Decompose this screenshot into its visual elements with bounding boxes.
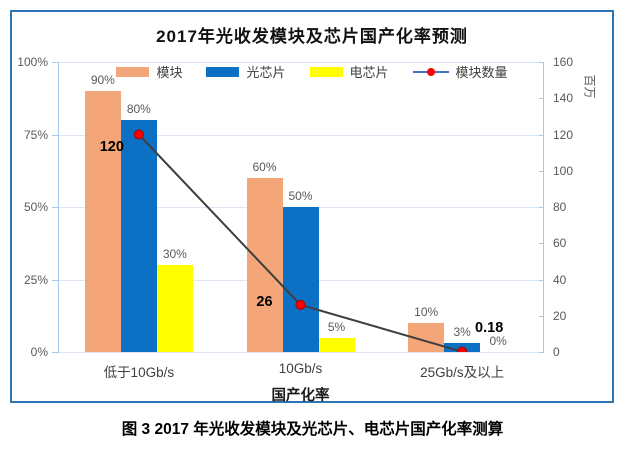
left-axis-tick-label: 0% <box>30 345 48 359</box>
bar-电芯片-10Gb/s <box>318 337 355 352</box>
left-axis-tick-label: 100% <box>17 55 48 69</box>
legend-item-module-count: 模块数量 <box>412 62 508 81</box>
right-axis-unit-label: 百万 <box>582 74 597 99</box>
bar-电芯片-低于10Gb/s <box>156 265 193 352</box>
bar-模块-25Gb/s及以上 <box>408 323 445 352</box>
left-axis-tick <box>52 352 58 353</box>
chart-title: 2017年光收发模块及芯片国产化率预测 <box>156 27 468 46</box>
legend-item-optical-chip: 光芯片 <box>206 62 286 81</box>
bar-value-label: 0% <box>489 334 507 348</box>
left-axis-tick-label: 50% <box>23 200 48 214</box>
legend-label-optical-chip: 光芯片 <box>246 65 286 80</box>
right-axis-tick-label: 0 <box>553 345 560 359</box>
gridline <box>58 352 543 353</box>
bar-光芯片-25Gb/s及以上 <box>444 343 481 352</box>
right-axis-tick-label: 100 <box>553 163 574 178</box>
figure-caption: 图 3 2017 年光收发模块及光芯片、电芯片国产化率测算 <box>121 421 504 438</box>
right-axis-tick <box>539 207 543 208</box>
legend-item-module: 模块 <box>116 62 182 81</box>
optical-chip-swatch <box>206 66 240 77</box>
right-axis-tick-label: 40 <box>553 272 567 287</box>
left-axis-tick <box>52 134 58 136</box>
right-axis-line <box>543 62 544 353</box>
module-count-value-label: 26 <box>256 293 273 310</box>
bar-value-label: 50% <box>288 189 313 203</box>
x-category-label: 低于10Gb/s <box>103 365 175 380</box>
line-marker-icon <box>412 67 449 77</box>
bar-模块-低于10Gb/s <box>84 91 121 352</box>
bar-value-label: 80% <box>126 102 151 116</box>
bar-光芯片-低于10Gb/s <box>120 120 157 352</box>
right-axis-tick-label: 80 <box>553 200 567 214</box>
right-axis-tick <box>539 352 543 353</box>
bar-value-label: 5% <box>327 319 346 334</box>
left-axis-tick <box>52 62 58 63</box>
chart-legend: 模块 光芯片 电芯片 模块数量 <box>12 62 612 81</box>
x-axis-title: 国产化率 <box>271 388 330 404</box>
left-axis-tick-label: 75% <box>23 127 48 142</box>
bar-value-label: 60% <box>252 160 277 174</box>
right-axis-tick <box>539 315 543 317</box>
left-axis-tick-label: 25% <box>23 272 48 287</box>
bar-模块-10Gb/s <box>246 178 283 352</box>
bar-value-label: 90% <box>90 73 115 87</box>
bar-value-label: 10% <box>414 305 439 319</box>
legend-line-dot <box>426 67 435 76</box>
legend-item-electrical-chip: 电芯片 <box>309 62 389 81</box>
bar-value-label: 3% <box>453 325 471 340</box>
left-axis-tick <box>52 279 58 281</box>
left-axis-tick <box>52 207 58 208</box>
legend-label-module: 模块 <box>156 65 183 80</box>
gridline <box>58 62 543 63</box>
chart-frame: 2017年光收发模块及芯片国产化率预测 模块 光芯片 电芯片 模块数量 <box>10 10 614 404</box>
right-axis-tick <box>539 170 543 172</box>
right-axis-tick <box>539 279 543 281</box>
right-axis-tick <box>539 134 543 136</box>
module-count-value-label: 120 <box>99 138 124 155</box>
right-axis-tick-label: 20 <box>553 308 567 323</box>
right-axis-tick-label: 140 <box>553 91 574 106</box>
x-category-label: 25Gb/s及以上 <box>420 365 505 380</box>
right-axis-tick <box>539 243 543 245</box>
plot-area: 0% 25% 50% 75% 100% 0 20 40 60 80 100 120 140 160 90% 6… <box>17 55 573 380</box>
module-swatch <box>116 66 150 77</box>
legend-label-electrical-chip: 电芯片 <box>349 65 389 80</box>
right-axis-tick-label: 120 <box>553 127 574 142</box>
legend-label-module-count: 模块数量 <box>455 65 508 80</box>
right-axis-tick-label: 60 <box>553 236 567 251</box>
right-axis-tick <box>539 62 543 63</box>
bar-value-label: 30% <box>162 247 187 261</box>
bar-光芯片-10Gb/s <box>282 207 319 352</box>
left-axis-line <box>58 62 59 353</box>
module-count-value-label: 0.18 <box>475 319 504 336</box>
electrical-chip-swatch <box>309 66 343 77</box>
right-axis-tick <box>539 98 543 100</box>
x-category-label: 10Gb/s <box>278 361 323 376</box>
right-axis-tick-label: 160 <box>553 55 574 69</box>
